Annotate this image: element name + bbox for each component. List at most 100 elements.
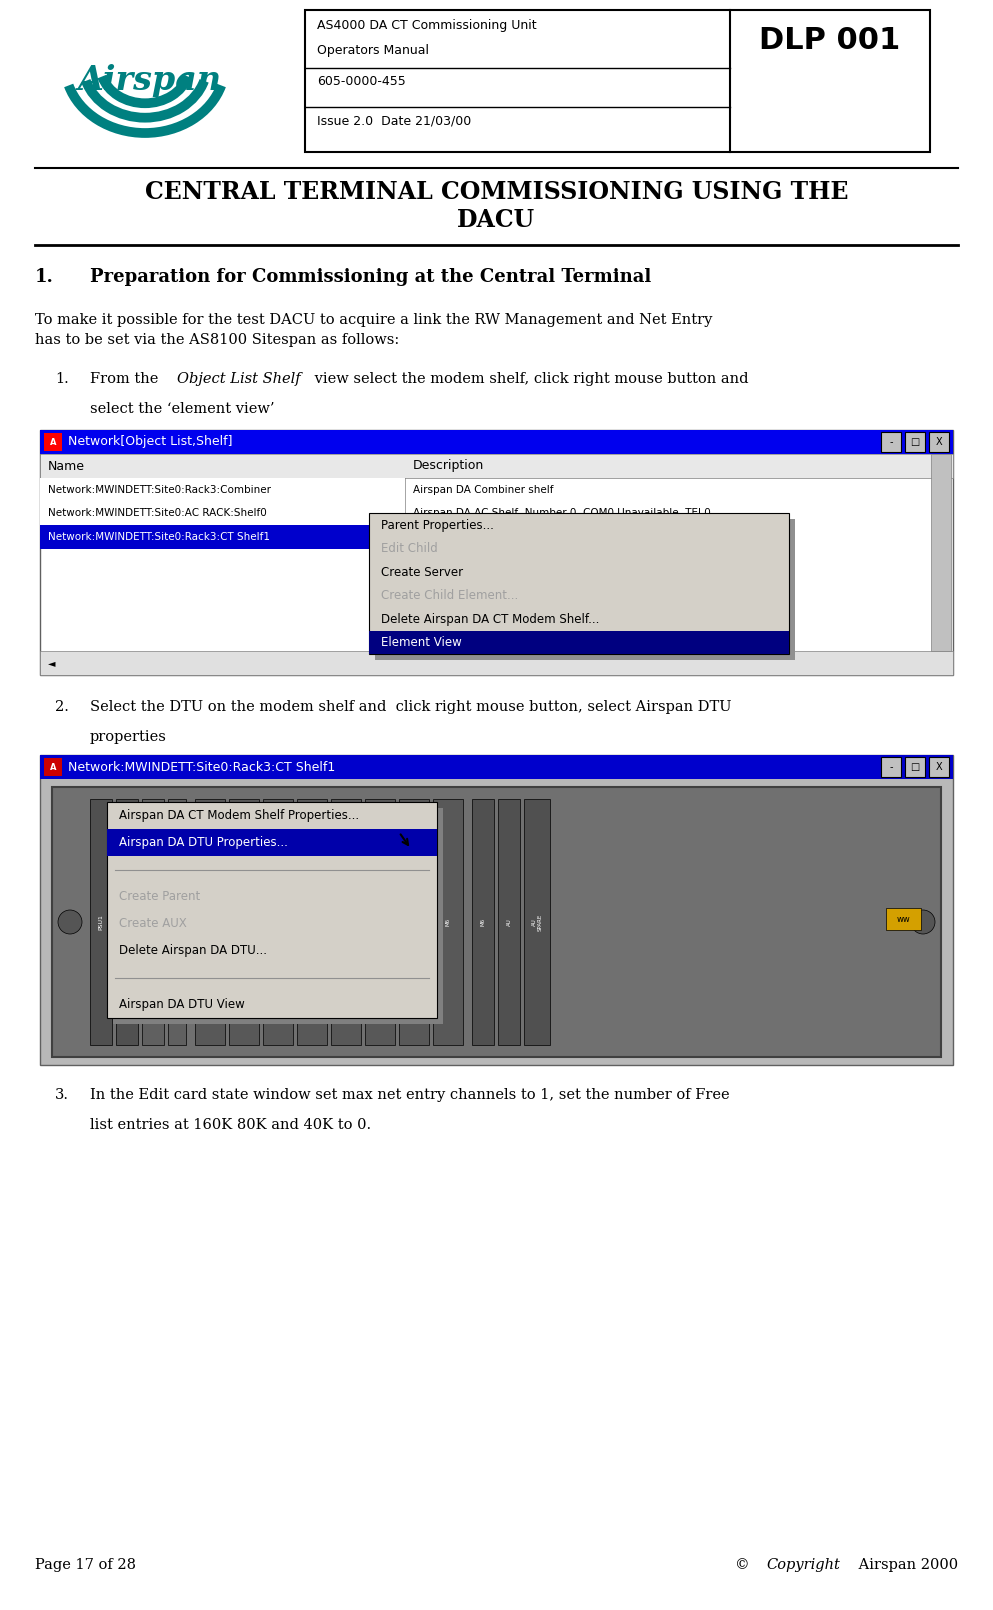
Text: Delete Airspan DA DTU...: Delete Airspan DA DTU... <box>119 943 267 956</box>
Text: Operators Manual: Operators Manual <box>317 43 429 56</box>
Bar <box>195 799 225 1045</box>
Text: Page 17 of 28: Page 17 of 28 <box>35 1558 136 1571</box>
Text: Create Server: Create Server <box>380 565 463 578</box>
Text: ◄: ◄ <box>49 658 56 668</box>
Bar <box>305 10 930 151</box>
Text: Edit Child: Edit Child <box>380 543 438 555</box>
Text: A: A <box>50 763 57 771</box>
Text: properties: properties <box>90 729 167 744</box>
Text: -: - <box>890 436 893 448</box>
Text: M2: M2 <box>310 918 315 926</box>
Text: Preparation for Commissioning at the Central Terminal: Preparation for Commissioning at the Cen… <box>90 267 651 287</box>
Text: PSU2: PSU2 <box>124 914 129 931</box>
Text: Network:MWINDETT:Site0:Rack3:CT Shelf1: Network:MWINDETT:Site0:Rack3:CT Shelf1 <box>68 760 336 773</box>
Bar <box>297 799 327 1045</box>
Text: M3: M3 <box>344 918 349 926</box>
Text: 605-0000-455: 605-0000-455 <box>317 76 406 89</box>
Text: AU
SPARE: AU SPARE <box>531 913 542 931</box>
Text: CENTRAL TERMINAL COMMISSIONING USING THE
DACU: CENTRAL TERMINAL COMMISSIONING USING THE… <box>145 180 848 232</box>
Bar <box>433 799 463 1045</box>
Text: Airspan DA DTU Properties...: Airspan DA DTU Properties... <box>119 836 288 848</box>
Text: Airspan 2000: Airspan 2000 <box>854 1558 958 1571</box>
Bar <box>931 454 951 650</box>
Text: AS4000 DA CT Commissioning Unit: AS4000 DA CT Commissioning Unit <box>317 19 536 32</box>
Text: Airspan DA AC Shelf, Number 0, COM0 Unavailable, TEI 0,: Airspan DA AC Shelf, Number 0, COM0 Unav… <box>413 509 714 518</box>
Text: Airspan: Airspan <box>77 64 222 97</box>
Bar <box>263 799 293 1045</box>
Text: Description: Description <box>413 459 485 472</box>
Text: Select the DTU on the modem shelf and  click right mouse button, select Airspan : Select the DTU on the modem shelf and cl… <box>90 700 732 713</box>
Bar <box>116 799 138 1045</box>
Text: M6: M6 <box>446 918 451 926</box>
Text: Create AUX: Create AUX <box>119 918 187 931</box>
Text: AU: AU <box>506 918 511 926</box>
Text: □: □ <box>911 436 920 448</box>
Bar <box>142 799 164 1045</box>
Bar <box>368 514 788 654</box>
Text: 2.: 2. <box>55 700 69 713</box>
Text: Airspan DA DTU View: Airspan DA DTU View <box>119 998 244 1011</box>
Bar <box>229 799 259 1045</box>
Text: Name: Name <box>48 459 85 472</box>
Text: To make it possible for the test DACU to acquire a link the RW Management and Ne: To make it possible for the test DACU to… <box>35 312 712 348</box>
Bar <box>905 757 925 778</box>
Text: select the ‘element view’: select the ‘element view’ <box>90 402 274 415</box>
Bar <box>905 431 925 452</box>
Text: A: A <box>50 438 57 446</box>
Text: X: X <box>935 762 942 773</box>
Bar <box>881 757 901 778</box>
Text: DLP 001: DLP 001 <box>760 26 901 55</box>
Text: From the: From the <box>90 372 163 386</box>
Text: Issue 2.0  Date 21/03/00: Issue 2.0 Date 21/03/00 <box>317 114 472 127</box>
Text: view select the modem shelf, click right mouse button and: view select the modem shelf, click right… <box>310 372 749 386</box>
Bar <box>524 799 550 1045</box>
Bar <box>40 430 953 454</box>
Bar <box>40 478 405 501</box>
Text: Network:MWINDETT:Site0:Rack3:Combiner: Network:MWINDETT:Site0:Rack3:Combiner <box>48 485 271 494</box>
Text: In the Edit card state window set max net entry channels to 1, set the number of: In the Edit card state window set max ne… <box>90 1088 730 1101</box>
Text: Create Parent: Create Parent <box>119 890 201 903</box>
Text: Aux: Aux <box>175 916 180 927</box>
Bar <box>368 631 788 654</box>
Text: AU1: AU1 <box>208 916 213 927</box>
Bar <box>498 799 520 1045</box>
Bar <box>40 430 953 675</box>
Bar <box>44 758 62 776</box>
Text: ©: © <box>736 1558 750 1571</box>
Text: □: □ <box>911 762 920 773</box>
Text: Parent Properties...: Parent Properties... <box>380 518 494 531</box>
Bar <box>399 799 429 1045</box>
Bar <box>374 520 794 660</box>
Bar <box>365 799 395 1045</box>
Bar <box>40 755 953 1064</box>
Text: Network[Object List,Shelf]: Network[Object List,Shelf] <box>68 435 232 449</box>
Text: 3.: 3. <box>55 1088 69 1101</box>
Bar <box>40 650 953 675</box>
Bar <box>90 799 112 1045</box>
Text: SC: SC <box>151 918 156 926</box>
Text: X: X <box>935 436 942 448</box>
Bar <box>40 755 953 779</box>
Bar <box>881 431 901 452</box>
Circle shape <box>58 910 82 934</box>
Text: -: - <box>890 762 893 773</box>
Text: AU2: AU2 <box>241 916 246 927</box>
Text: Airspan DA CT Modem Shelf Properties...: Airspan DA CT Modem Shelf Properties... <box>119 808 359 823</box>
Text: ww: ww <box>897 914 911 924</box>
Text: M6: M6 <box>481 918 486 926</box>
Bar <box>929 431 949 452</box>
Text: Network:MWINDETT:Site0:AC RACK:Shelf0: Network:MWINDETT:Site0:AC RACK:Shelf0 <box>48 509 267 518</box>
Bar <box>52 787 941 1058</box>
Text: Network:MWINDETT:Site0:Rack3:CT Shelf1: Network:MWINDETT:Site0:Rack3:CT Shelf1 <box>48 531 270 541</box>
Bar <box>44 433 62 451</box>
Text: PSU1: PSU1 <box>98 914 103 931</box>
Text: 1.: 1. <box>55 372 69 386</box>
Circle shape <box>911 910 935 934</box>
Bar <box>40 525 405 549</box>
Bar <box>107 829 437 857</box>
Text: 1.: 1. <box>35 267 54 287</box>
Bar <box>929 757 949 778</box>
Text: Element View: Element View <box>380 636 462 649</box>
Bar <box>113 808 443 1024</box>
Text: Object List Shelf: Object List Shelf <box>177 372 301 386</box>
